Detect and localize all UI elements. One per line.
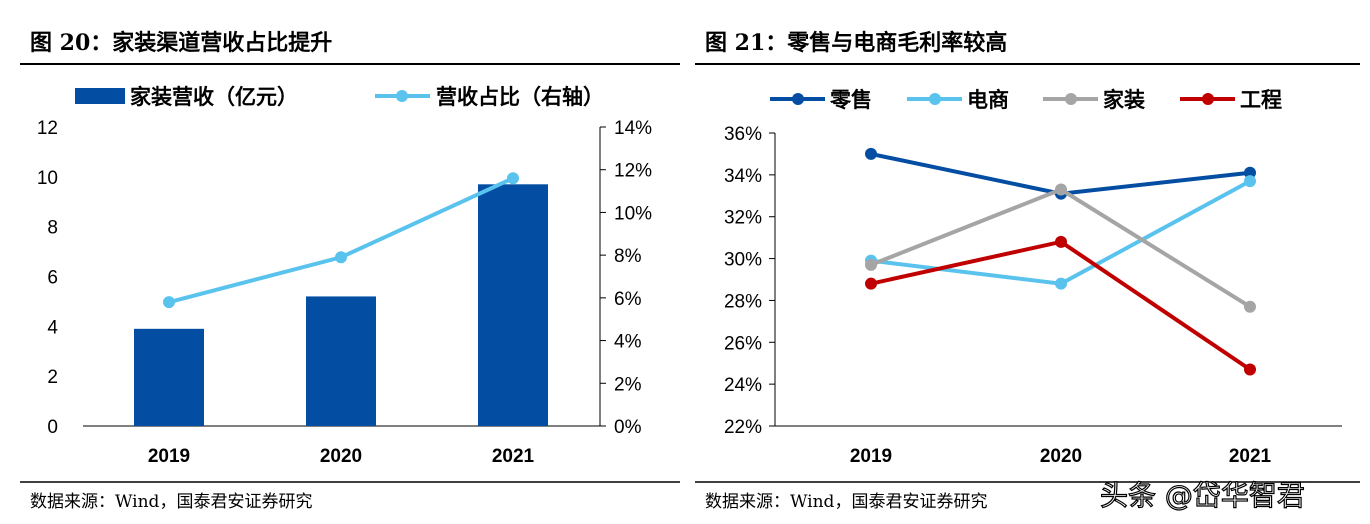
legend-marker xyxy=(792,93,804,105)
y-tick-label: 10 xyxy=(37,168,58,189)
y-tick-label: 34% xyxy=(724,166,762,187)
y-tick-label: 26% xyxy=(724,333,762,354)
y-tick-label: 32% xyxy=(724,208,762,229)
legend-marker xyxy=(929,93,941,105)
y2-tick-label: 6% xyxy=(614,289,642,310)
x-tick-label: 2020 xyxy=(320,446,362,467)
y-tick-label: 2 xyxy=(47,367,58,388)
y2-tick-label: 0% xyxy=(614,417,642,438)
x-tick-label: 2021 xyxy=(492,446,535,467)
y-tick-label: 30% xyxy=(724,250,762,271)
line-point xyxy=(163,296,175,309)
line-point xyxy=(1055,277,1067,290)
bar xyxy=(478,184,548,426)
y-tick-label: 22% xyxy=(724,417,762,438)
y2-tick-label: 10% xyxy=(614,203,652,224)
x-tick-label: 2019 xyxy=(850,446,892,467)
chart-title: 图 20：家装渠道营收占比提升 xyxy=(30,30,332,56)
line-point xyxy=(1244,300,1256,313)
line-point xyxy=(865,147,877,160)
line-point xyxy=(1244,166,1256,179)
y-tick-label: 0 xyxy=(47,417,58,438)
y2-tick-label: 4% xyxy=(614,332,642,353)
y-tick-label: 6 xyxy=(47,268,58,289)
legend-label: 营收占比（右轴） xyxy=(436,85,604,109)
legend-marker xyxy=(1202,93,1214,105)
y-tick-label: 4 xyxy=(47,317,58,338)
y-tick-label: 12 xyxy=(37,118,58,139)
y-tick-label: 28% xyxy=(724,291,762,312)
source-note: 数据来源：Wind，国泰君安证券研究 xyxy=(30,492,312,512)
y2-tick-label: 8% xyxy=(614,246,642,267)
line-point xyxy=(507,172,519,185)
legend-label: 家装 xyxy=(1103,88,1145,112)
y2-tick-label: 2% xyxy=(614,374,642,395)
y2-tick-label: 12% xyxy=(614,161,652,182)
legend-label: 零售 xyxy=(829,88,872,112)
line-point xyxy=(1244,175,1256,188)
x-tick-label: 2019 xyxy=(148,446,190,467)
legend-label: 家装营收（亿元） xyxy=(130,85,298,109)
watermark: 头条 @岱华智君 xyxy=(1100,479,1305,512)
line-point xyxy=(1244,363,1256,376)
y-tick-label: 24% xyxy=(724,375,762,396)
chart-title: 图 21：零售与电商毛利率较高 xyxy=(705,30,1007,56)
series-line xyxy=(168,176,514,305)
legend-label: 电商 xyxy=(967,88,1009,112)
legend-swatch-bar xyxy=(75,88,125,104)
bar xyxy=(306,296,376,426)
legend-marker xyxy=(396,90,408,102)
x-tick-label: 2020 xyxy=(1040,446,1082,467)
y-tick-label: 36% xyxy=(724,124,762,145)
source-note: 数据来源：Wind，国泰君安证券研究 xyxy=(705,492,987,512)
legend-label: 工程 xyxy=(1240,88,1282,112)
y2-tick-label: 14% xyxy=(614,118,652,139)
line-point xyxy=(1055,235,1067,248)
bar xyxy=(134,328,204,426)
line-point xyxy=(865,277,877,290)
series-line-3 xyxy=(870,239,1252,372)
line-point xyxy=(865,258,877,271)
line-point xyxy=(1055,183,1067,196)
y-tick-label: 8 xyxy=(47,218,58,239)
x-tick-label: 2021 xyxy=(1229,446,1272,467)
legend-marker xyxy=(1065,93,1077,105)
line-point xyxy=(335,251,347,264)
